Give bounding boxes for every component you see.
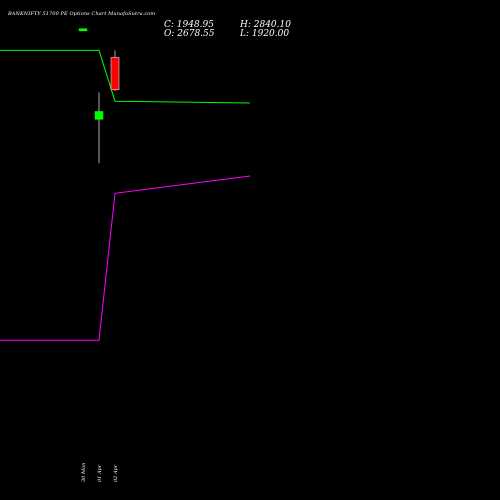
lower-indicator-line bbox=[0, 175, 251, 341]
x-tick-label: 01 Apr bbox=[97, 464, 103, 482]
open-value: O: 2678.55 bbox=[164, 29, 215, 39]
close-value: C: 1948.95 bbox=[164, 20, 214, 30]
upper-indicator-line bbox=[0, 49, 251, 104]
chart-title: BANKNIFTY 51700 PE Options Chart MunafaS… bbox=[8, 11, 156, 17]
low-value: L: 1920.00 bbox=[240, 29, 290, 39]
high-value: H: 2840.10 bbox=[240, 20, 291, 30]
x-tick-label: 30 Mon bbox=[81, 463, 87, 482]
x-tick-label: 02 Apr bbox=[113, 464, 119, 482]
candle-body-0 bbox=[78, 28, 88, 32]
candle-body-2 bbox=[110, 57, 120, 91]
candle-body-1 bbox=[94, 111, 104, 120]
